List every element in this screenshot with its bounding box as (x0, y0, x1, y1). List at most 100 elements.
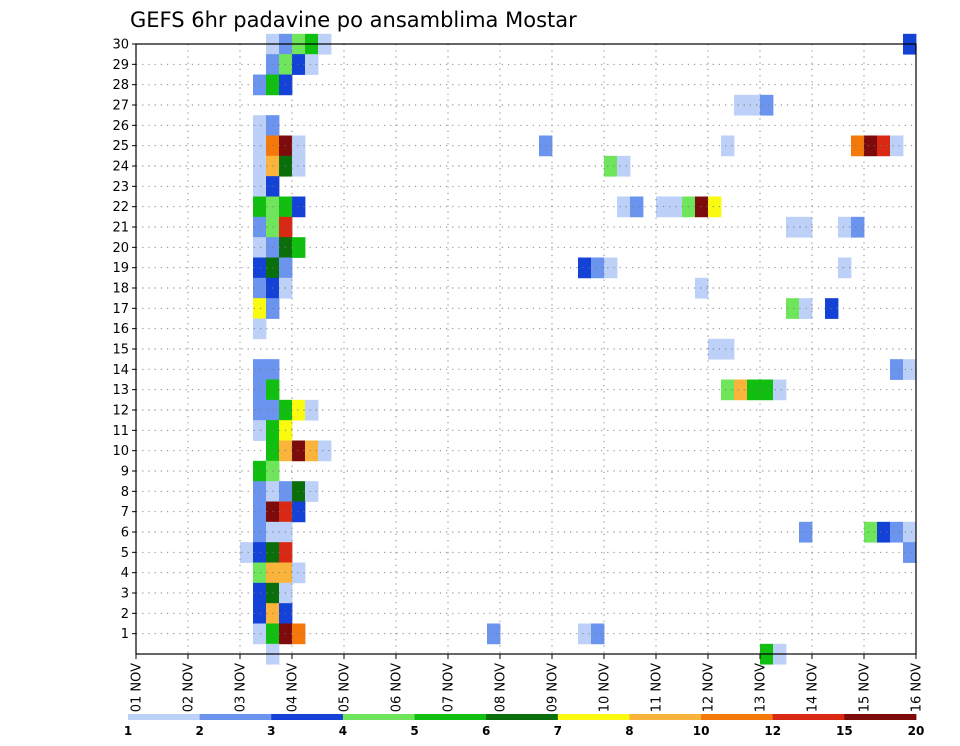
heatmap-cell (617, 196, 631, 218)
heatmap-cell (253, 237, 267, 258)
x-tick-label: 06 NOV (390, 663, 405, 712)
colorbar-swatch (199, 714, 272, 720)
heatmap-cell (487, 623, 501, 645)
x-tick-label: 10 NOV (598, 663, 613, 712)
heatmap-cell (864, 521, 878, 543)
y-tick-label: 6 (121, 526, 129, 541)
x-tick-label: 12 NOV (702, 663, 717, 712)
heatmap-cell (253, 562, 267, 584)
y-tick-label: 4 (121, 566, 129, 581)
heatmap-cell (656, 196, 670, 218)
heatmap-cell (877, 135, 891, 157)
colorbar-swatch (629, 714, 702, 720)
y-tick-label: 25 (112, 139, 129, 154)
heatmap-cell (617, 155, 631, 177)
heatmap-cell (253, 460, 267, 482)
heatmap-cell (903, 542, 917, 563)
x-tick-label: 15 NOV (858, 663, 873, 712)
x-tick-label: 05 NOV (338, 663, 353, 712)
heatmap-cell (903, 521, 917, 543)
x-tick-label: 16 NOV (910, 663, 925, 712)
colorbar-tick-label: 7 (554, 724, 562, 738)
heatmap-cell (253, 74, 267, 96)
colorbar-swatch (486, 714, 559, 720)
heatmap-cell (253, 481, 267, 502)
heatmap-cell (890, 135, 904, 157)
x-tick-label: 09 NOV (546, 663, 561, 712)
y-tick-label: 17 (112, 302, 129, 317)
heatmap-cell (292, 440, 306, 462)
heatmap-cell (721, 135, 735, 157)
y-tick-label: 20 (112, 241, 129, 256)
heatmap-cell (305, 481, 319, 502)
colorbar-tick-label: 15 (836, 724, 853, 738)
heatmap-cell (708, 196, 722, 218)
heatmap-cell (877, 521, 891, 543)
y-tick-label: 21 (112, 221, 129, 236)
x-tick-label: 14 NOV (806, 663, 821, 712)
heatmap-cell (240, 542, 254, 563)
heatmap-cell (604, 257, 618, 279)
x-tick-label: 01 NOV (130, 663, 145, 712)
colorbar-tick-label: 2 (195, 724, 203, 738)
heatmap-cell (825, 298, 839, 319)
heatmap-cell (253, 155, 267, 177)
heatmap-cell (253, 196, 267, 218)
x-tick-label: 08 NOV (494, 663, 509, 712)
colorbar-tick-label: 3 (267, 724, 275, 738)
y-tick-label: 7 (121, 505, 129, 520)
y-tick-label: 12 (112, 404, 129, 419)
colorbar-tick-label: 8 (625, 724, 633, 738)
colorbar: 1 2 3 4 5 6 7 8 10 12 15 20 (124, 714, 924, 738)
heatmap-cell (253, 420, 267, 441)
heatmap-cell (253, 318, 267, 340)
y-tick-label: 3 (121, 587, 129, 602)
y-tick-label: 29 (112, 58, 129, 73)
heatmap-cell (292, 562, 306, 584)
y-tick-label: 8 (121, 485, 129, 500)
colorbar-tick-label: 4 (339, 724, 347, 738)
colorbar-tick-label: 12 (764, 724, 781, 738)
y-tick-label: 15 (112, 343, 129, 358)
x-tick-label: 03 NOV (234, 663, 249, 712)
heatmap-cell (253, 603, 267, 624)
colorbar-tick-label: 5 (410, 724, 418, 738)
colorbar-swatch (701, 714, 774, 720)
heatmap-cell (760, 379, 774, 401)
heatmap-cell (747, 94, 761, 116)
heatmap-cell (253, 135, 267, 157)
heatmap-cell (305, 399, 319, 421)
heatmap-cell (318, 440, 332, 462)
colorbar-swatch (844, 714, 917, 720)
heatmap-cell (734, 379, 748, 401)
heatmap-cell (721, 379, 735, 401)
x-tick-label: 13 NOV (754, 663, 769, 712)
heatmap-cell (253, 582, 267, 604)
heatmap-cell (903, 359, 917, 380)
heatmap-cell (578, 257, 592, 279)
heatmap-cell (253, 501, 267, 523)
colorbar-swatch (128, 714, 201, 720)
heatmap-cell (838, 257, 852, 279)
heatmap-cell (604, 155, 618, 177)
heatmap-cell (292, 155, 306, 177)
heatmap-cell (786, 298, 800, 319)
y-axis: 1234567891011121314151617181920212223242… (112, 38, 136, 642)
heatmap-cell (292, 623, 306, 645)
heatmap-cell (292, 481, 306, 502)
y-tick-label: 19 (112, 261, 129, 276)
heatmap-cell (708, 338, 722, 360)
heatmap-cell (786, 216, 800, 238)
heatmap-cell (253, 298, 267, 319)
y-tick-label: 11 (112, 424, 129, 439)
heatmap-cell (760, 94, 774, 116)
heatmap-cell (747, 379, 761, 401)
heatmap-cell (890, 359, 904, 380)
y-tick-label: 14 (112, 363, 129, 378)
colorbar-swatch (414, 714, 487, 720)
colorbar-tick-label: 1 (124, 724, 132, 738)
x-tick-label: 02 NOV (182, 663, 197, 712)
heatmap-cell (838, 216, 852, 238)
